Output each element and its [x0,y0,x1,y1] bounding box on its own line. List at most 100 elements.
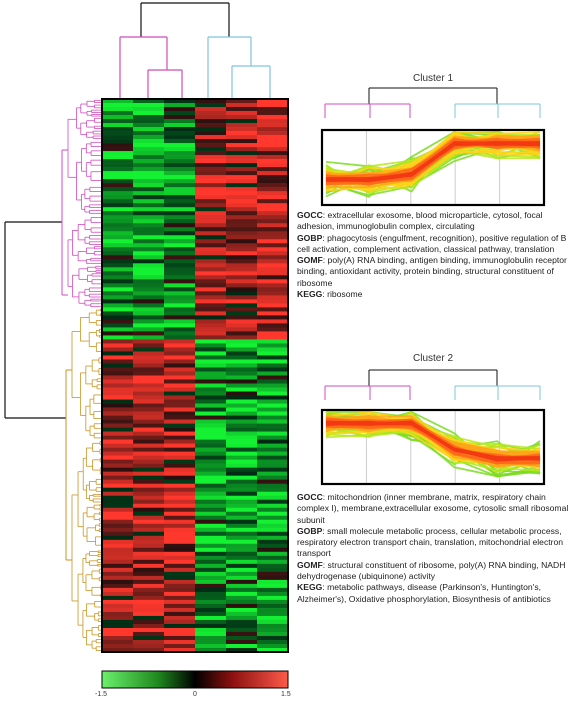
heatmap-cell [195,471,227,476]
heatmap-cell [133,271,165,276]
heatmap-cell [164,455,196,460]
heatmap-cell [257,431,289,436]
heatmap-cell [195,247,227,252]
cluster2-gomf: GOMF: structural constituent of ribosome… [297,559,566,582]
heatmap-cell [226,131,258,136]
heatmap-cell [195,287,227,292]
heatmap-cell [102,387,134,392]
heatmap-cell [164,199,196,204]
heatmap-cell [226,279,258,284]
heatmap-cell [164,239,196,244]
heatmap-cell [133,323,165,328]
heatmap-cell [164,279,196,284]
heatmap-cell [257,175,289,180]
heatmap-cell [164,363,196,368]
heatmap-cell [102,595,134,601]
heatmap-cell [257,631,289,637]
heatmap-cell [102,423,134,428]
heatmap-cell [102,447,134,452]
heatmap-cell [226,427,258,432]
heatmap-cell [133,171,165,176]
heatmap-cell [102,603,134,609]
heatmap-cell [102,211,134,216]
heatmap-cell [226,607,258,613]
heatmap-cell [133,275,165,280]
heatmap-cell [257,207,289,212]
heatmap-cell [257,603,289,609]
heatmap-cell [164,379,196,384]
heatmap-cell [102,359,134,364]
heatmap-cell [102,475,134,480]
heatmap-cell [164,231,196,236]
heatmap-cell [226,559,258,565]
heatmap-cell [164,267,196,272]
heatmap-cell [102,123,134,128]
heatmap-cell [257,515,289,521]
heatmap-cell [102,103,134,108]
heatmap-cell [257,235,289,240]
heatmap-cell [257,383,289,388]
heatmap-cell [164,515,196,521]
heatmap-cell [195,363,227,368]
heatmap-cell [164,107,196,112]
heatmap-cell [133,587,165,593]
heatmap-cell [226,579,258,585]
heatmap-cell [102,395,134,400]
heatmap-cell [164,359,196,364]
cluster2-dendrogram [324,369,541,400]
heatmap-cell [226,599,258,605]
heatmap-cell [164,243,196,248]
heatmap-cell [195,167,227,172]
heatmap-cell [195,351,227,356]
heatmap-cell [102,139,134,144]
heatmap-cell [257,635,289,641]
heatmap-cell [164,367,196,372]
heatmap-cell [195,643,227,649]
heatmap-cell [164,523,196,529]
heatmap-cell [195,239,227,244]
heatmap-cell [226,483,258,489]
heatmap-cell [226,431,258,436]
heatmap-cell [195,423,227,428]
heatmap-cell [102,227,134,232]
heatmap-cell [133,559,165,565]
heatmap-cell [133,411,165,416]
heatmap-cell [195,163,227,168]
heatmap-cell [257,527,289,533]
heatmap-cell [102,347,134,352]
heatmap-cell [164,159,196,164]
heatmap-cell [133,311,165,316]
heatmap-cell [133,107,165,112]
heatmap-cell [195,215,227,220]
heatmap-cell [195,307,227,312]
heatmap-cell [133,211,165,216]
heatmap-cell [257,367,289,372]
heatmap-cell [257,507,289,513]
heatmap-cell [102,107,134,112]
heatmap-cell [257,403,289,408]
heatmap-cell [164,391,196,396]
heatmap-cell [133,487,165,493]
heatmap-cell [102,431,134,436]
heatmap-cell [102,607,134,613]
heatmap-cell [102,331,134,336]
heatmap-cell [102,355,134,360]
heatmap-cell [226,503,258,509]
heatmap-cell [226,287,258,292]
heatmap-cell [102,439,134,444]
heatmap-cell [102,223,134,228]
heatmap-cell [257,519,289,525]
profile-line [325,421,541,460]
cluster1-annotations: GOCC: extracellular exosome, blood micro… [297,210,572,300]
cluster1-profile-plot [322,130,544,205]
heatmap-cell [133,555,165,561]
heatmap-cell [164,311,196,316]
heatmap-cell [133,143,165,148]
heatmap-cell [102,443,134,448]
heatmap-cell [195,263,227,268]
heatmap-cell [257,575,289,581]
heatmap-cell [102,323,134,328]
heatmap-cell [195,487,227,493]
heatmap-cell [195,527,227,533]
heatmap-cell [133,251,165,256]
